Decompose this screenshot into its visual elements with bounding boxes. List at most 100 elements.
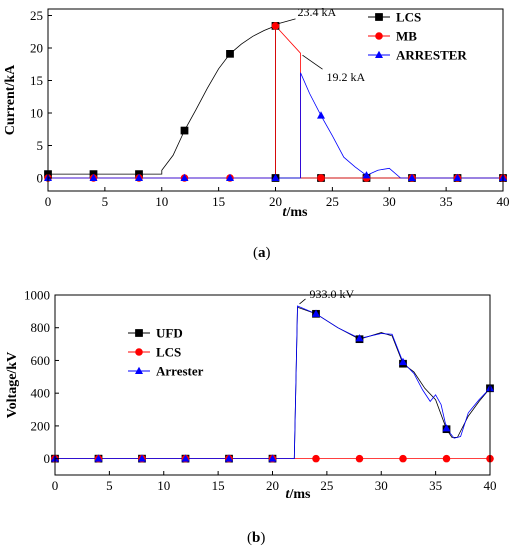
chart-a-caption-letter: a xyxy=(258,245,266,261)
chart-a-x-axis-var: t xyxy=(283,205,288,220)
chart-a-legend: LCS MB ARRESTER xyxy=(368,10,467,63)
chart-a-y-tick-label: 15 xyxy=(30,73,43,88)
chart-a-series-mb-point xyxy=(271,22,280,30)
chart-a-series-lcs-point xyxy=(180,126,189,135)
chart-a-x-axis-unit: /ms xyxy=(285,205,308,220)
chart-a: 0 5 10 15 20 25 30 35 40 0 5 10 15 20 25 Current/kA t/… xyxy=(3,5,510,261)
chart-b-legend-arrester-marker xyxy=(135,366,143,374)
chart-b-series-arrester-point xyxy=(181,454,190,462)
chart-b-series-arrester-point xyxy=(268,454,277,462)
chart-b-y-tick-label: 400 xyxy=(31,386,51,401)
chart-b-x-axis-label: t/ms xyxy=(286,487,311,502)
chart-a-legend-lcs-marker xyxy=(375,13,383,21)
chart-a-series-arrester-point xyxy=(408,173,416,181)
chart-a-series-arrester-point xyxy=(135,173,143,181)
chart-b-series-arrester-point xyxy=(225,454,233,462)
chart-b-marks xyxy=(51,305,494,463)
chart-b-y-tick-label: 1000 xyxy=(24,288,50,303)
chart-b-annotation-leader xyxy=(299,298,306,305)
chart-a-y-tick-label: 5 xyxy=(37,138,44,153)
chart-b-series-lcs-point xyxy=(442,454,451,463)
chart-b-series-arrester-point xyxy=(442,424,451,432)
chart-a-marks xyxy=(44,22,507,182)
chart-b-legend: UFD LCS Arrester xyxy=(128,326,204,379)
chart-a-y-tick-label: 25 xyxy=(30,8,43,23)
chart-b-x-axis-var: t xyxy=(286,487,291,502)
chart-b-series-arrester-point xyxy=(138,454,146,462)
chart-a-legend-arrester-marker xyxy=(375,50,383,58)
chart-a-x-tick-label: 40 xyxy=(497,194,510,209)
chart-b-caption-letter: b xyxy=(252,530,260,546)
chart-b-caption-open: ( xyxy=(247,530,252,546)
chart-b-y-tick-label: 600 xyxy=(31,353,51,368)
chart-a-x-tick-label: 0 xyxy=(45,194,52,209)
chart-a-legend-lcs-label: LCS xyxy=(396,10,421,25)
chart-a-y-axis-label: Current/kA xyxy=(3,64,18,135)
chart-b-legend-lcs-marker xyxy=(135,348,143,356)
chart-a-annotation-leader xyxy=(277,18,296,25)
chart-a-series-arrester-point xyxy=(271,173,280,181)
chart-a-caption-open: ( xyxy=(253,245,258,261)
chart-b-series-lcs-point xyxy=(355,454,364,463)
chart-a-series-arrester-point xyxy=(180,173,189,181)
chart-a-annotation-label: 19.2 kA xyxy=(327,70,366,84)
chart-b-series-arrester-point xyxy=(94,454,103,462)
chart-a-y-tick-label: 0 xyxy=(37,171,44,186)
chart-a-x-tick-label: 25 xyxy=(326,194,339,209)
chart-b-y-tick-label: 800 xyxy=(31,320,51,335)
chart-a-series-arrester-point xyxy=(362,171,371,179)
chart-b-legend-ufd-label: UFD xyxy=(156,326,183,341)
chart-b-legend-ufd-marker xyxy=(135,329,143,337)
chart-b-y-tick-label: 0 xyxy=(44,451,51,466)
chart-b-series-arrester-point xyxy=(355,334,364,342)
chart-b-annotations: 933.0 kV xyxy=(299,287,355,305)
chart-a-series-arrester-point xyxy=(317,111,325,119)
chart-a-x-tick-label: 20 xyxy=(269,194,282,209)
chart-b-caption: (b) xyxy=(247,530,265,546)
chart-b-x-tick-label: 25 xyxy=(320,478,333,493)
chart-b-x-axis-unit: /ms xyxy=(288,487,311,502)
chart-a-annotations: 23.4 kA 19.2 kA xyxy=(277,5,366,84)
chart-a-x-tick-label: 15 xyxy=(212,194,225,209)
chart-a-series-arrester-line xyxy=(48,72,503,179)
chart-a-caption-close: ) xyxy=(266,245,271,261)
chart-a-x-tick-label: 30 xyxy=(383,194,396,209)
chart-b-x-tick-label: 0 xyxy=(52,478,59,493)
chart-a-series-arrester-point xyxy=(89,173,98,181)
chart-b-x-tick-label: 30 xyxy=(375,478,388,493)
chart-a-annotation-leader xyxy=(302,54,323,70)
chart-b-x-tick-label: 35 xyxy=(429,478,442,493)
chart-a-series-arrester-point xyxy=(226,173,234,181)
chart-a-legend-mb-marker xyxy=(375,32,383,40)
chart-b-series-arrester-line xyxy=(55,305,491,460)
chart-b-x-tick-label: 15 xyxy=(212,478,225,493)
chart-b-x-tick-label: 10 xyxy=(157,478,170,493)
chart-a-series-lcs-point xyxy=(226,50,234,58)
chart-b-frame xyxy=(54,294,491,476)
chart-b-caption-close: ) xyxy=(260,530,265,546)
chart-b-x-tick-label: 40 xyxy=(484,478,497,493)
chart-a-annotation-label: 23.4 kA xyxy=(298,5,337,19)
chart-a-x-tick-label: 5 xyxy=(102,194,109,209)
chart-b-y-tick-label: 200 xyxy=(31,418,51,433)
chart-b-series-lcs-point xyxy=(312,454,320,463)
chart-b-legend-arrester-label: Arrester xyxy=(156,364,204,379)
chart-b-annotation-label: 933.0 kV xyxy=(310,287,355,301)
chart-b-series-lcs-point xyxy=(399,454,407,463)
chart-a-x-axis-label: t/ms xyxy=(283,205,308,220)
chart-b-series-ufd-line xyxy=(55,306,491,460)
chart-a-legend-arrester-label: ARRESTER xyxy=(396,48,467,63)
chart-b-x-tick-label: 20 xyxy=(266,478,279,493)
chart-a-x-tick-label: 10 xyxy=(155,194,168,209)
chart-a-y-tick-label: 10 xyxy=(30,106,43,121)
chart-b-y-axis-label: Voltage/kV xyxy=(5,352,20,418)
chart-a-y-tick-label: 20 xyxy=(30,41,43,56)
chart-b-series-arrester-point xyxy=(399,357,407,366)
chart-a-legend-mb-label: MB xyxy=(396,29,417,44)
chart-a-series-mb-point xyxy=(317,174,325,182)
chart-a-caption: (a) xyxy=(253,245,271,261)
chart-b-series-arrester-point xyxy=(312,309,320,317)
